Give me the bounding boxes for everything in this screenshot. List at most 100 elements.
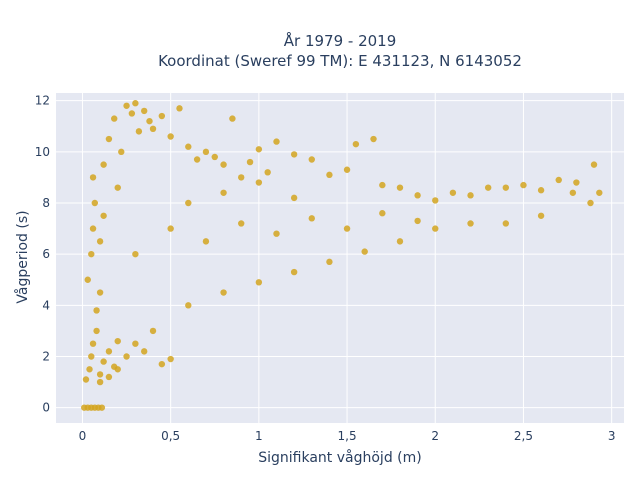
data-point — [326, 258, 333, 266]
data-point — [185, 143, 192, 150]
data-point — [100, 212, 107, 219]
data-point — [123, 102, 130, 109]
data-point — [193, 156, 201, 163]
data-point — [185, 199, 192, 207]
data-point — [202, 238, 210, 245]
data-point — [114, 337, 121, 345]
data-point — [569, 189, 577, 196]
data-point — [89, 340, 97, 347]
data-point — [140, 348, 148, 355]
data-point — [111, 115, 118, 122]
data-point — [502, 184, 510, 191]
data-point — [96, 378, 104, 386]
data-point — [135, 128, 143, 135]
x-tick-label: 0,5 — [161, 429, 180, 443]
data-point — [93, 327, 100, 335]
data-point — [587, 199, 594, 207]
data-point — [86, 366, 93, 373]
data-point — [167, 133, 174, 140]
chart-title-line-1: År 1979 - 2019 — [284, 31, 397, 50]
y-tick-label: 12 — [35, 94, 50, 108]
data-point — [140, 107, 148, 115]
data-point — [290, 194, 298, 202]
y-axis-title: Vågperiod (s) — [14, 210, 31, 303]
data-point — [158, 112, 166, 120]
data-point — [414, 192, 421, 199]
data-point — [343, 225, 351, 232]
data-point — [114, 366, 121, 373]
data-point — [555, 176, 562, 184]
data-point — [290, 268, 298, 276]
data-point — [82, 376, 90, 383]
data-point — [93, 307, 100, 314]
data-point — [118, 148, 125, 156]
data-point — [98, 404, 106, 411]
data-point — [432, 225, 439, 232]
grid-lines — [56, 93, 624, 423]
data-point — [326, 171, 333, 179]
data-point — [484, 184, 492, 191]
data-point — [246, 158, 254, 166]
y-tick-label: 6 — [42, 247, 50, 261]
data-point — [149, 327, 157, 335]
data-point — [96, 238, 104, 245]
data-point — [343, 166, 351, 173]
data-point — [132, 250, 139, 258]
x-tick-label: 2,5 — [514, 429, 533, 443]
data-point — [149, 125, 157, 133]
data-point — [502, 220, 510, 227]
data-point — [352, 140, 360, 148]
data-point — [432, 197, 439, 204]
data-point — [211, 153, 218, 161]
data-point — [96, 371, 104, 378]
data-point — [361, 248, 368, 255]
data-point — [273, 230, 280, 237]
data-point — [396, 238, 404, 245]
data-point — [229, 115, 236, 122]
data-point — [167, 225, 174, 232]
data-point — [176, 105, 183, 112]
data-point — [238, 220, 245, 227]
data-point — [91, 199, 99, 207]
data-point — [132, 100, 139, 107]
data-point — [290, 151, 298, 158]
data-point — [308, 156, 315, 163]
data-point — [158, 360, 166, 368]
data-point — [449, 189, 457, 196]
data-point — [220, 189, 227, 196]
data-point — [96, 289, 104, 296]
data-point — [185, 302, 192, 309]
data-point — [89, 174, 97, 181]
data-point — [123, 353, 130, 360]
data-point — [379, 181, 386, 189]
x-axis-title: Signifikant våghöjd (m) — [258, 449, 421, 466]
data-point — [467, 220, 474, 227]
data-point — [370, 135, 377, 143]
data-point — [467, 192, 474, 199]
data-point — [84, 276, 91, 283]
data-point — [396, 184, 404, 191]
x-tick-label: 0 — [79, 429, 87, 443]
data-point — [88, 250, 95, 258]
data-point — [100, 358, 107, 365]
y-tick-label: 10 — [35, 145, 50, 159]
x-tick-label: 1 — [255, 429, 263, 443]
data-point — [132, 340, 139, 347]
data-point — [105, 135, 113, 143]
data-point — [89, 225, 97, 232]
data-point — [590, 161, 598, 168]
data-point — [537, 187, 545, 194]
data-point — [202, 148, 210, 156]
data-points — [81, 100, 603, 411]
data-point — [220, 289, 227, 296]
data-point — [414, 217, 421, 225]
data-point — [105, 348, 113, 355]
y-tick-label: 2 — [42, 349, 50, 363]
data-point — [220, 161, 227, 168]
data-point — [88, 353, 95, 360]
data-point — [273, 138, 280, 145]
data-point — [255, 179, 263, 186]
data-point — [114, 184, 121, 191]
